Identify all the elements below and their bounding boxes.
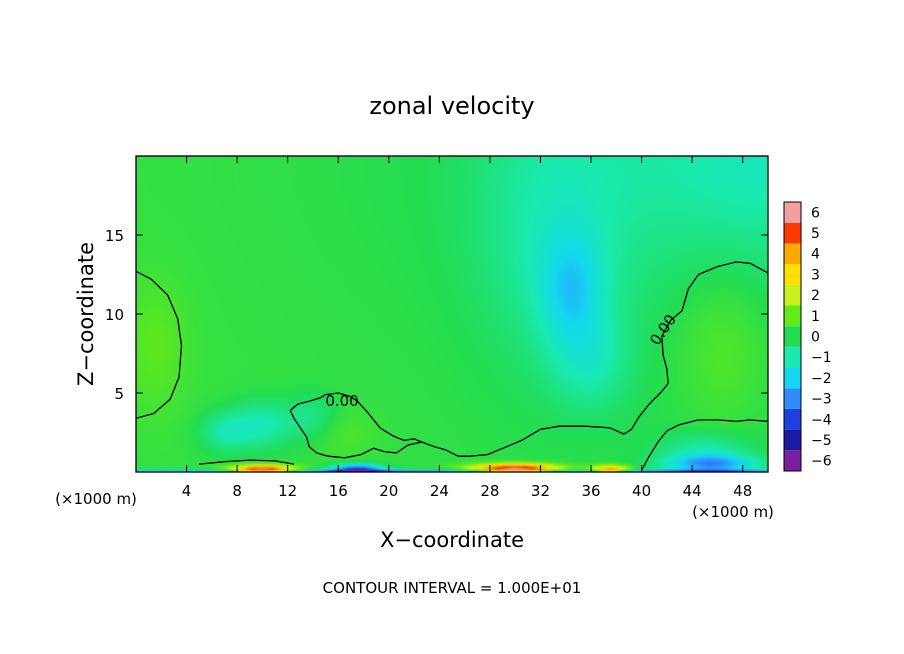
colorbar-label: 3 — [811, 267, 820, 283]
colorbar-swatch — [784, 408, 801, 430]
colorbar-label: −5 — [811, 433, 832, 449]
colorbar-swatch — [784, 243, 801, 265]
x-tick-label: 32 — [531, 482, 550, 500]
contour-line — [289, 392, 422, 443]
x-tick-label: 36 — [581, 482, 600, 500]
contour-line — [136, 270, 183, 419]
colorbar-label: 2 — [811, 288, 820, 304]
y-axis: 5 10 15 — [105, 227, 768, 403]
colorbar-label: −6 — [811, 454, 832, 470]
colorbar-label: 1 — [811, 309, 820, 325]
chart-title: zonal velocity — [369, 92, 534, 120]
colorbar-frame — [783, 201, 802, 472]
x-tick-label: 4 — [182, 482, 192, 500]
colorbar: −6 −5 −4 −3 −2 −1 0 1 2 3 4 5 6 — [783, 201, 832, 472]
x-tick-label: 20 — [379, 482, 398, 500]
colorbar-swatch — [784, 202, 801, 223]
colorbar-label: −4 — [811, 412, 832, 428]
x-tick-label: 8 — [232, 482, 242, 500]
colorbar-label: −3 — [811, 392, 832, 408]
x-unit-left: (×1000 m) — [55, 490, 137, 508]
colorbar-swatch — [784, 222, 801, 244]
colorbar-swatch — [784, 284, 801, 306]
y-tick-label: 15 — [105, 227, 124, 245]
colorbar-label: 4 — [811, 247, 820, 263]
x-axis: 4 8 12 16 20 24 28 32 36 40 44 48 — [182, 156, 752, 500]
colorbar-label: 6 — [811, 205, 820, 221]
contour-line — [289, 261, 768, 459]
x-tick-label: 44 — [683, 482, 702, 500]
x-tick-label: 48 — [733, 482, 752, 500]
x-unit-right: (×1000 m) — [692, 503, 774, 521]
colorbar-swatch — [784, 450, 801, 471]
colorbar-swatch — [784, 326, 801, 347]
colorbar-swatch — [784, 264, 801, 285]
x-tick-label: 28 — [480, 482, 499, 500]
colorbar-label: 5 — [811, 226, 820, 242]
colorbar-label: 0 — [811, 330, 820, 346]
y-tick-label: 5 — [114, 385, 124, 403]
y-tick-label: 10 — [105, 306, 124, 324]
heatmap-field — [136, 156, 768, 472]
x-axis-label: X−coordinate — [380, 528, 524, 552]
x-tick-label: 16 — [329, 482, 348, 500]
contour-lines — [136, 261, 768, 471]
y-axis-label: Z−coordinate — [74, 242, 98, 386]
contour-label: 0.00 — [325, 392, 358, 410]
colorbar-swatch — [784, 388, 801, 409]
colorbar-label: −2 — [811, 371, 832, 387]
colorbar-swatch — [784, 367, 801, 389]
colorbar-swatch — [784, 429, 801, 451]
plot-area: 0.000.00 — [135, 155, 769, 473]
contour-line — [199, 459, 295, 465]
x-tick-label: 24 — [430, 482, 449, 500]
colorbar-swatch — [784, 305, 801, 327]
x-tick-label: 12 — [278, 482, 297, 500]
contour-line — [641, 419, 768, 471]
contour-interval-note: CONTOUR INTERVAL = 1.000E+01 — [323, 579, 582, 597]
colorbar-label: −1 — [811, 350, 832, 366]
x-tick-label: 40 — [632, 482, 651, 500]
colorbar-swatch — [784, 346, 801, 368]
